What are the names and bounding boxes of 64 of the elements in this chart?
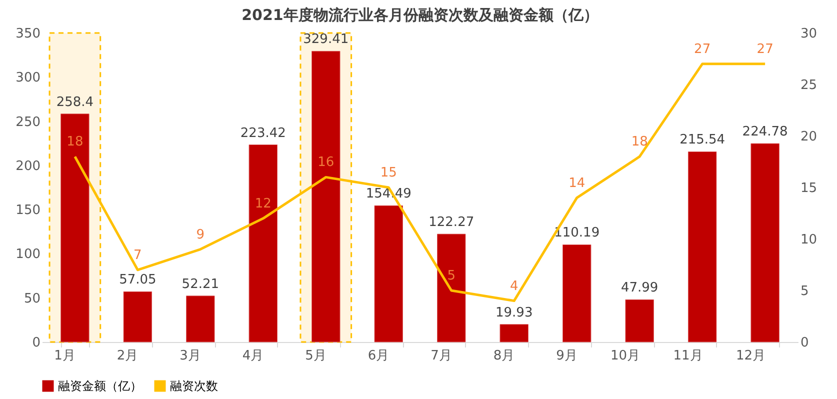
y-tick-label: 250 — [16, 114, 40, 130]
data-label: 14 — [568, 176, 586, 191]
x-tick-label: 10月 — [610, 348, 640, 364]
bar — [186, 296, 215, 342]
x-tick-label: 11月 — [673, 348, 703, 364]
bar — [248, 144, 278, 342]
y2-tick-label: 10 — [800, 232, 818, 248]
y2-tick-label: 0 — [800, 336, 809, 350]
y-tick-label: 150 — [16, 203, 40, 218]
y-tick-label: 100 — [16, 247, 40, 262]
bar — [750, 143, 780, 342]
y-tick-label: 0 — [32, 336, 40, 350]
data-label: 15 — [380, 166, 397, 180]
data-label: 52.21 — [182, 276, 220, 292]
bar — [123, 291, 152, 342]
x-tick-label: 2月 — [116, 348, 138, 364]
data-label: 27 — [694, 42, 711, 57]
chart-title: 2021年度物流行业各月份融资次数及融资金额（亿） — [242, 6, 598, 24]
x-tick-label: 5月 — [305, 348, 326, 364]
data-label: 110.19 — [554, 226, 600, 241]
data-label: 7 — [134, 248, 142, 263]
legend-label: 融资次数 — [170, 379, 218, 393]
y2-tick-label: 15 — [800, 181, 818, 196]
bar — [562, 244, 592, 342]
x-tick-label: 7月 — [430, 348, 452, 364]
y2-tick-label: 30 — [800, 26, 818, 42]
x-tick-label: 8月 — [493, 348, 515, 364]
data-label: 224.78 — [742, 124, 788, 140]
data-label: 122.27 — [428, 215, 474, 230]
y-tick-label: 300 — [16, 70, 40, 86]
data-label: 9 — [196, 227, 205, 242]
y2-tick-label: 20 — [800, 130, 818, 144]
data-label: 5 — [447, 268, 456, 284]
data-label: 47.99 — [620, 280, 658, 296]
data-label: 258.4 — [56, 94, 94, 110]
data-label: 4 — [510, 278, 518, 294]
bar — [374, 205, 403, 342]
x-tick-label: 6月 — [368, 348, 390, 364]
y-tick-label: 200 — [16, 158, 40, 174]
data-label: 27 — [756, 42, 774, 57]
bar — [60, 114, 90, 342]
bar — [625, 299, 654, 342]
data-label: 18 — [631, 134, 648, 150]
y-tick-label: 50 — [24, 291, 40, 306]
y2-tick-label: 25 — [800, 78, 818, 93]
x-tick-label: 9月 — [556, 348, 578, 364]
y2-tick-label: 5 — [800, 284, 809, 299]
bar — [688, 151, 717, 342]
data-label: 19.93 — [496, 305, 533, 320]
data-label: 57.05 — [119, 272, 156, 288]
legend-label: 融资金额（亿） — [58, 379, 142, 393]
data-label: 329.41 — [303, 32, 349, 48]
x-tick-label: 1月 — [54, 348, 76, 364]
bar — [500, 324, 528, 342]
data-label: 12 — [254, 196, 272, 212]
y-tick-label: 350 — [16, 26, 40, 42]
data-label: 18 — [66, 134, 84, 150]
data-label: 215.54 — [680, 132, 726, 148]
x-tick-label: 12月 — [736, 348, 766, 364]
x-tick-label: 4月 — [242, 348, 264, 364]
data-label: 16 — [318, 155, 334, 170]
x-tick-label: 3月 — [180, 348, 201, 364]
bar — [437, 234, 466, 342]
data-label: 223.42 — [240, 126, 286, 141]
